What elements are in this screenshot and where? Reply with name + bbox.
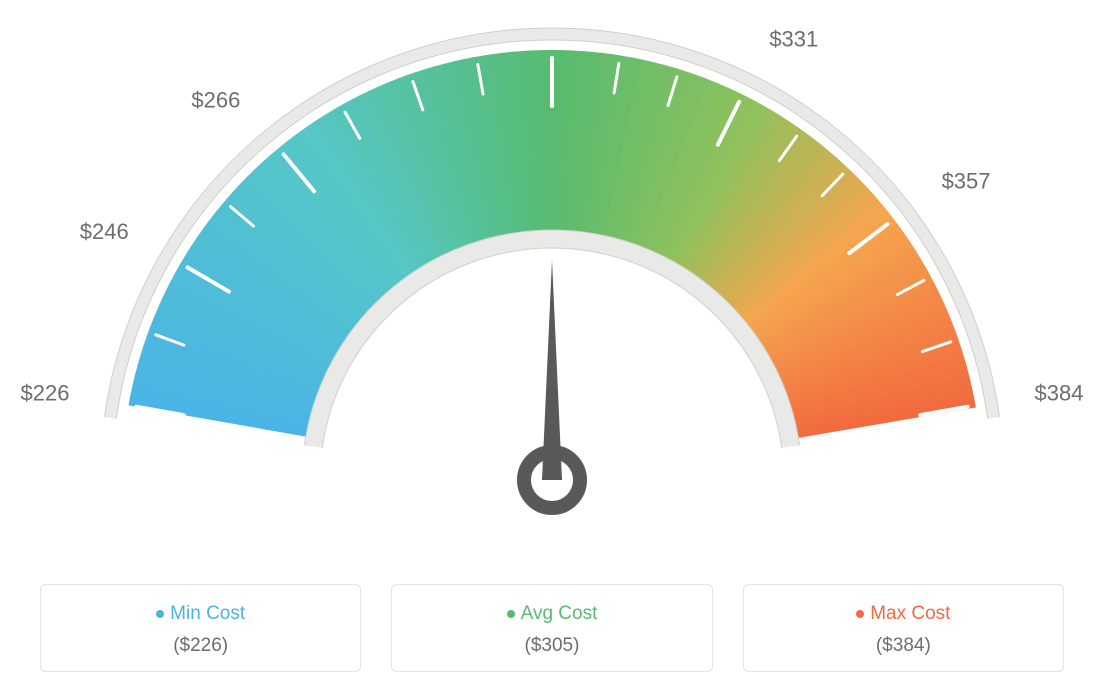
legend-label-text: Avg Cost	[521, 603, 598, 624]
legend-label: Avg Cost	[402, 603, 701, 625]
legend-card-avg: Avg Cost ($305)	[391, 584, 712, 672]
gauge-svg: $226 $246 $266 $305 $331 $357 $384	[0, 0, 1104, 560]
gauge-tick-label: $331	[769, 27, 818, 52]
legend-row: Min Cost ($226) Avg Cost ($305) Max Cost ($38…	[40, 584, 1064, 672]
legend-value: ($226)	[51, 635, 350, 657]
legend-label: Max Cost	[754, 603, 1053, 625]
legend-value: ($384)	[754, 635, 1053, 657]
legend-dot-icon	[856, 610, 864, 618]
gauge-tick-label: $357	[942, 169, 991, 194]
legend-card-max: Max Cost ($384)	[743, 584, 1064, 672]
legend-card-min: Min Cost ($226)	[40, 584, 361, 672]
gauge-area: $226 $246 $266 $305 $331 $357 $384	[0, 0, 1104, 560]
legend-label-text: Max Cost	[870, 603, 950, 624]
cost-gauge-chart: { "gauge": { "type": "gauge", "cx": 552,…	[0, 0, 1104, 690]
legend-value: ($305)	[402, 635, 701, 657]
gauge-tick-label: $384	[1035, 381, 1084, 406]
gauge-tick-label: $226	[20, 381, 69, 406]
gauge-tick-label: $246	[80, 219, 129, 244]
legend-dot-icon	[156, 610, 164, 618]
gauge-tick-label: $266	[191, 88, 240, 113]
legend-label: Min Cost	[51, 603, 350, 625]
gauge-tick-label: $305	[528, 0, 577, 1]
legend-label-text: Min Cost	[170, 603, 245, 624]
legend-dot-icon	[507, 610, 515, 618]
